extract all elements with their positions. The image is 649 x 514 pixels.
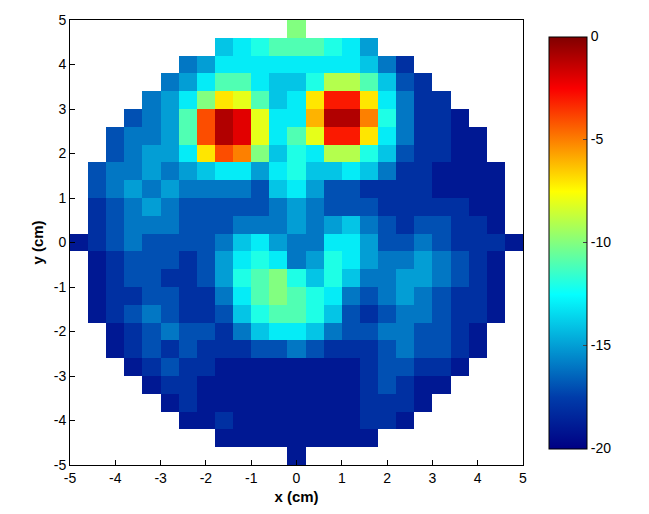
svg-text:2: 2: [383, 470, 391, 486]
svg-text:0: 0: [591, 28, 599, 44]
svg-text:5: 5: [58, 12, 66, 28]
svg-text:-1: -1: [245, 470, 258, 486]
svg-text:4: 4: [474, 470, 482, 486]
svg-text:-20: -20: [591, 440, 611, 456]
svg-text:2: 2: [58, 145, 66, 161]
svg-text:x (cm): x (cm): [274, 488, 318, 505]
svg-text:-10: -10: [591, 234, 611, 250]
svg-text:4: 4: [58, 56, 66, 72]
svg-text:0: 0: [58, 234, 66, 250]
svg-text:y (cm): y (cm): [29, 220, 46, 264]
svg-text:3: 3: [58, 101, 66, 117]
svg-text:-5: -5: [64, 470, 77, 486]
svg-text:-5: -5: [591, 131, 604, 147]
svg-text:5: 5: [519, 470, 527, 486]
svg-text:-15: -15: [591, 337, 611, 353]
svg-text:-4: -4: [109, 470, 122, 486]
svg-text:-2: -2: [200, 470, 213, 486]
svg-text:0: 0: [293, 470, 301, 486]
svg-text:3: 3: [429, 470, 437, 486]
svg-text:-1: -1: [54, 279, 67, 295]
svg-text:1: 1: [338, 470, 346, 486]
svg-text:-3: -3: [54, 368, 67, 384]
svg-text:-4: -4: [54, 412, 67, 428]
svg-text:1: 1: [58, 190, 66, 206]
svg-text:-5: -5: [54, 457, 67, 473]
svg-text:-3: -3: [154, 470, 167, 486]
svg-text:-2: -2: [54, 323, 67, 339]
